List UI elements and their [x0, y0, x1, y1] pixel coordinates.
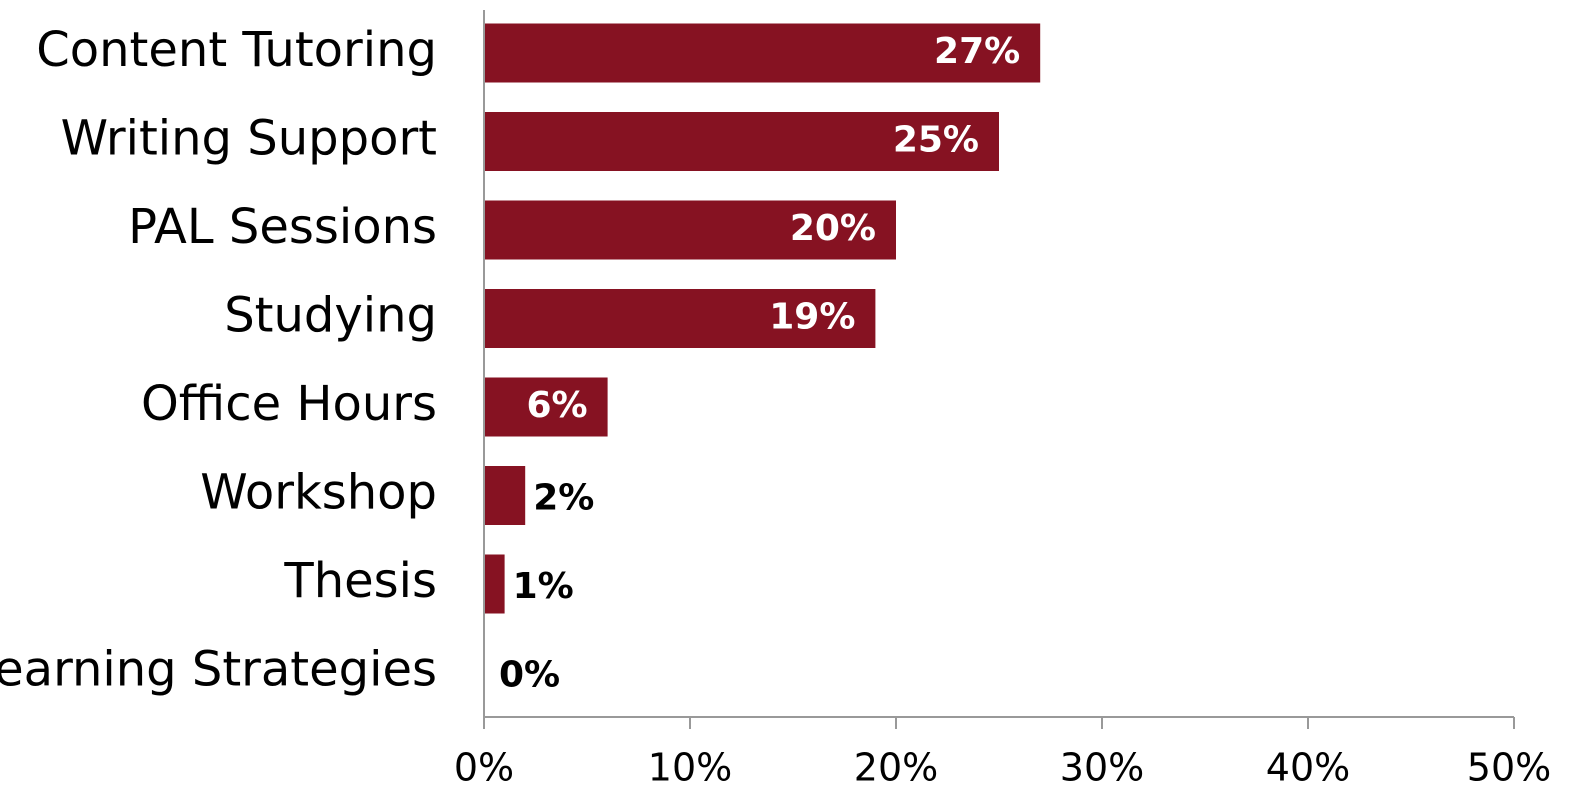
category-label-office-hours: Office Hours: [141, 376, 437, 432]
category-label-learning-strategies: Learning Strategies: [0, 642, 437, 698]
value-label-learning-strategies: 0%: [499, 655, 560, 696]
value-label-thesis: 1%: [513, 566, 574, 607]
value-label-pal-sessions: 20%: [790, 208, 876, 249]
category-label-workshop: Workshop: [200, 465, 437, 521]
bar-thesis: [484, 554, 505, 614]
x-tick-label: 40%: [1266, 746, 1350, 790]
value-label-writing-support: 25%: [893, 120, 979, 161]
category-label-studying: Studying: [224, 288, 437, 344]
bar-writing-support: [484, 112, 999, 171]
x-tick-label: 20%: [854, 746, 938, 790]
x-tick-label: 10%: [648, 746, 732, 790]
value-label-workshop: 2%: [533, 478, 594, 519]
x-tick-label: 30%: [1060, 746, 1144, 790]
axes: 0% 10% 20% 30% 40% 50%: [454, 10, 1551, 790]
category-labels: Content Tutoring Writing Support PAL Sessi…: [0, 22, 437, 698]
value-label-office-hours: 6%: [526, 385, 587, 426]
category-label-content-tutoring: Content Tutoring: [36, 22, 437, 78]
bar-studying: [484, 289, 876, 348]
bar-content-tutoring: [484, 23, 1041, 83]
bar-workshop: [484, 466, 526, 525]
category-label-pal-sessions: PAL Sessions: [128, 199, 437, 255]
value-label-studying: 19%: [769, 297, 855, 338]
bar-pal-sessions: [484, 200, 896, 260]
value-label-content-tutoring: 27%: [934, 31, 1020, 72]
x-tick-label: 0%: [454, 746, 514, 790]
x-tick-label: 50%: [1467, 746, 1551, 790]
bar-office-hours: [484, 377, 608, 437]
bars-layer: [484, 23, 1041, 614]
category-label-writing-support: Writing Support: [61, 111, 437, 167]
value-labels: 27% 25% 20% 19% 6% 2% 1% 0%: [499, 31, 1020, 696]
category-label-thesis: Thesis: [283, 553, 437, 609]
